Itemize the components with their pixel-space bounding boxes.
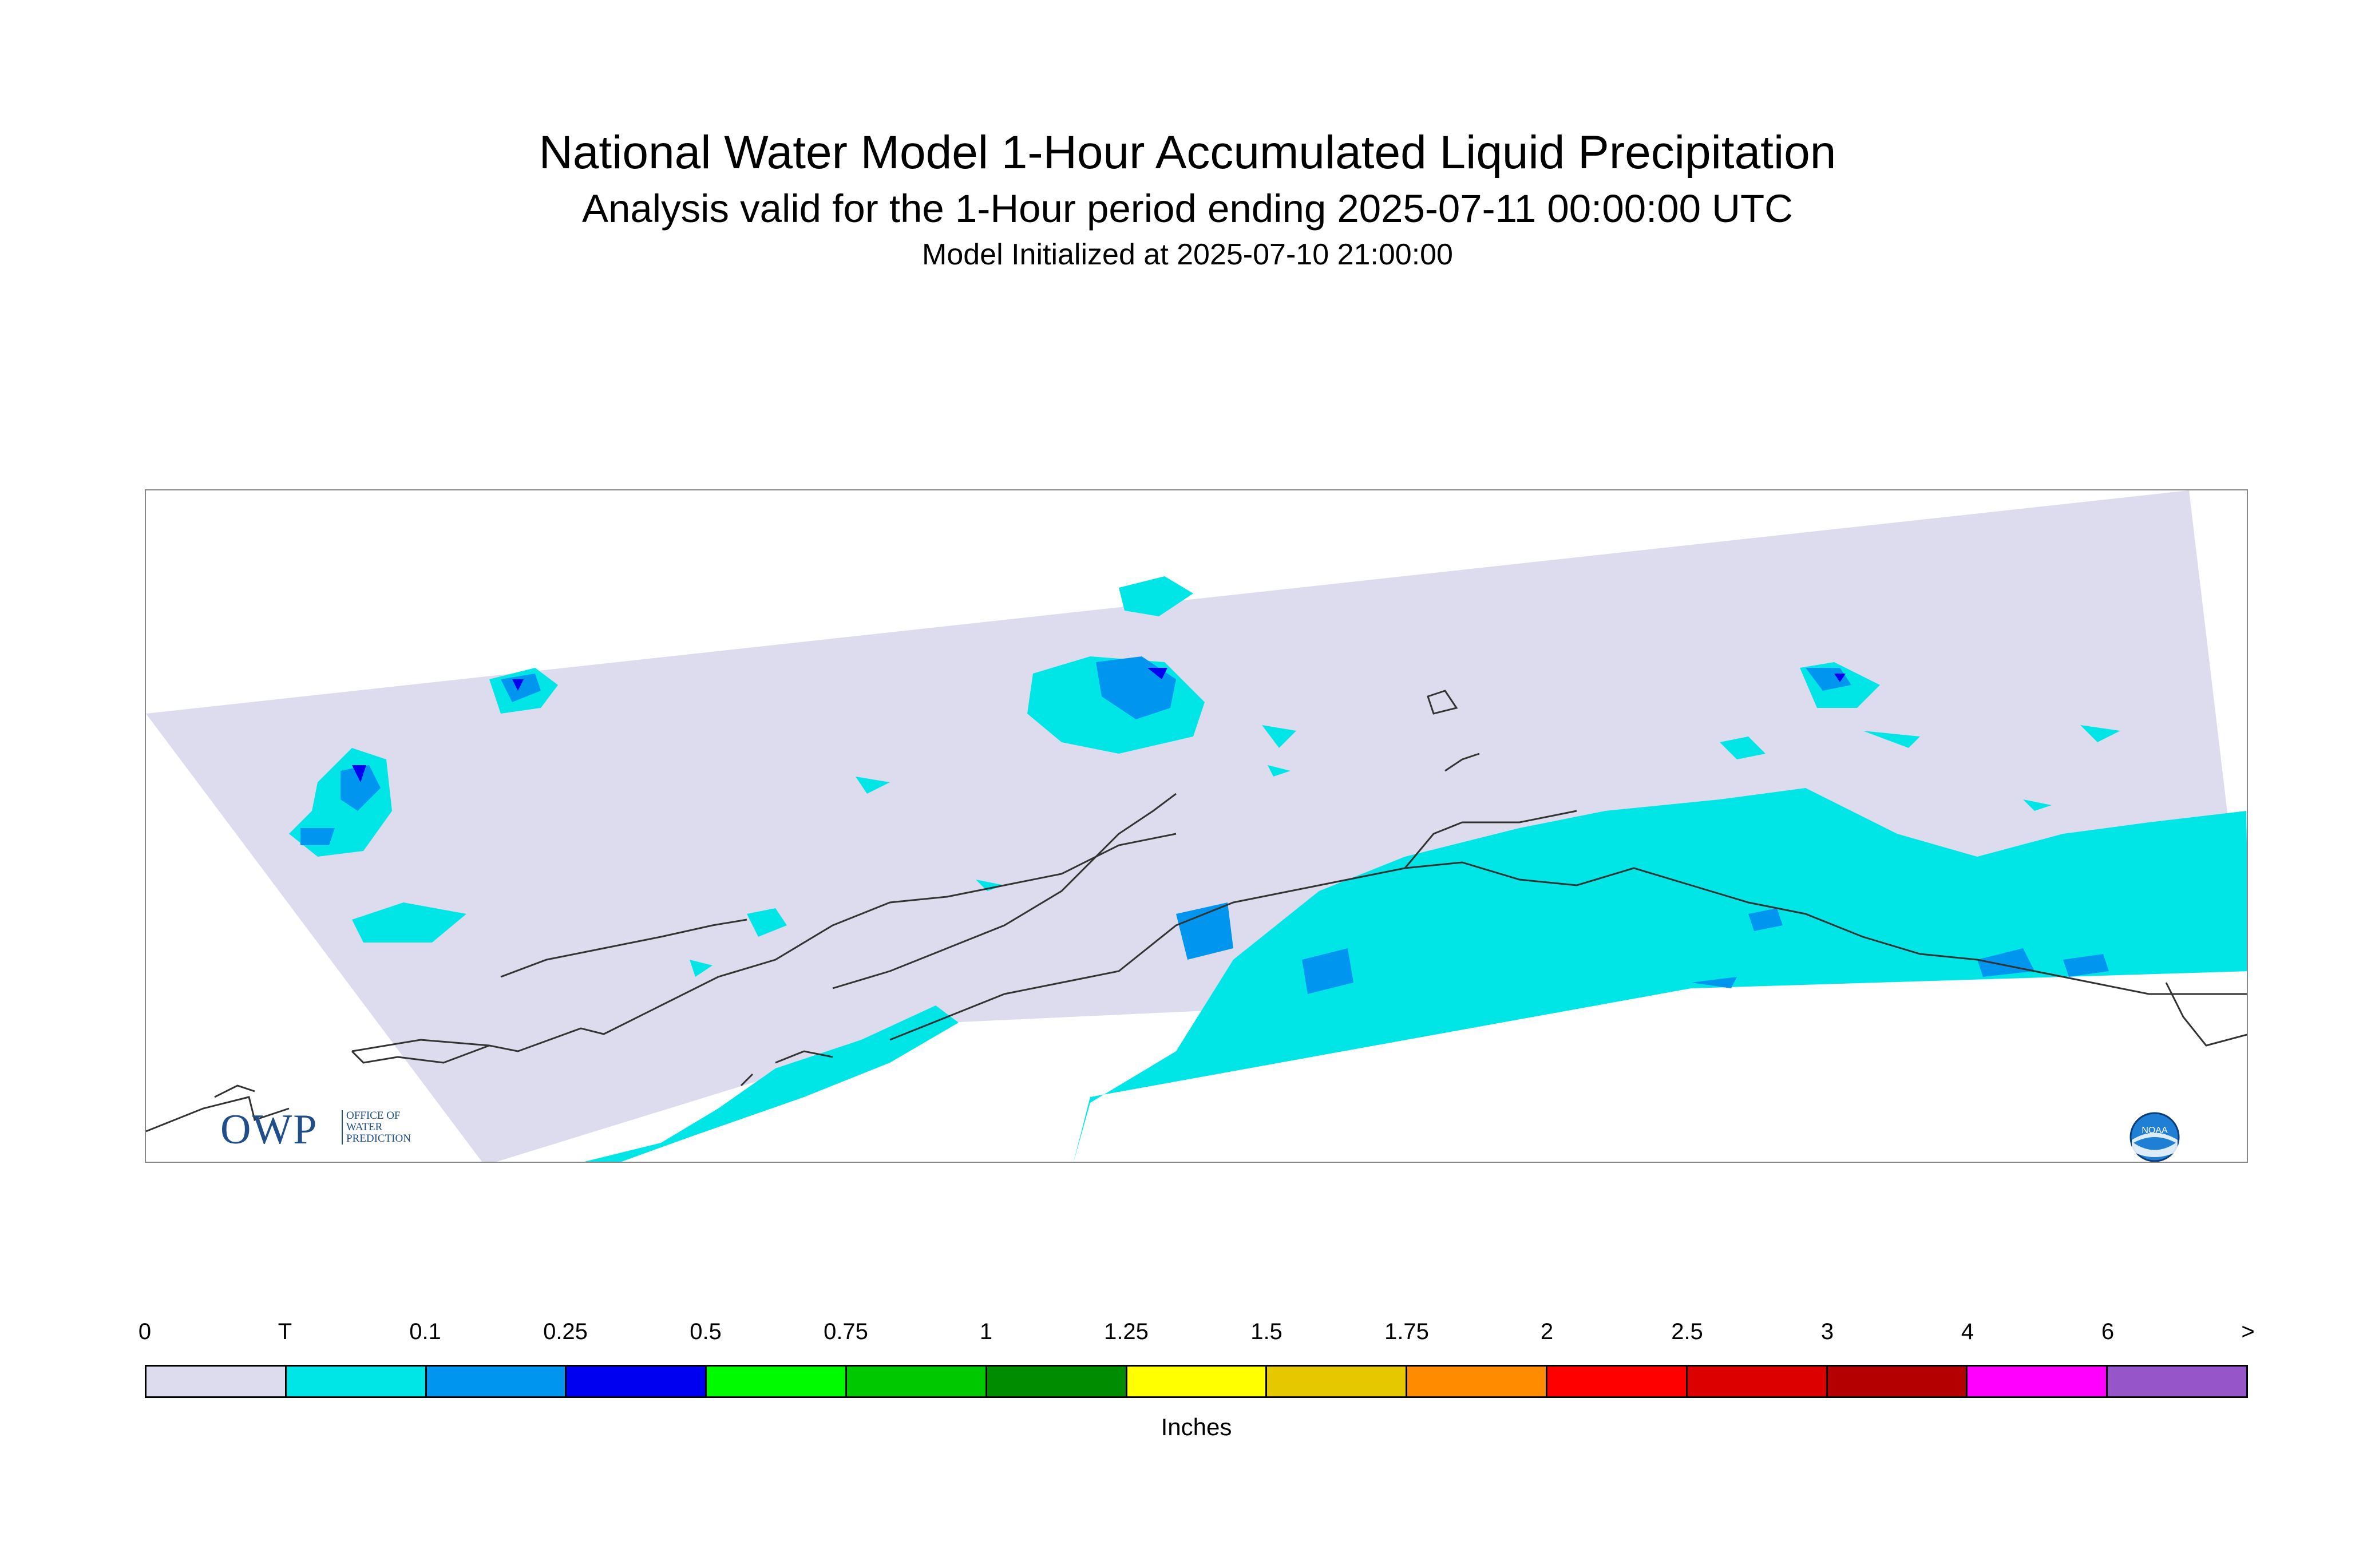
model-init-label: Model Initialized at 2025-07-10 21:00:00 (922, 238, 1453, 271)
blue-precip-cores (352, 668, 1846, 782)
legend-tick-label: 1.25 (1104, 1319, 1149, 1344)
legend-swatch (1407, 1367, 1547, 1396)
page-subtitle: Analysis valid for the 1-Hour period end… (582, 187, 1793, 231)
legend-tick-label: 3 (1820, 1319, 1834, 1344)
legend-tick-label: 2 (1540, 1319, 1554, 1344)
legend-swatch (2108, 1367, 2246, 1396)
legend-swatch (567, 1367, 707, 1396)
legend-swatch (1547, 1367, 1688, 1396)
owp-caption-line1: OFFICE OF (346, 1110, 401, 1122)
legend-swatch (987, 1367, 1127, 1396)
owp-logo-caption: OFFICE OF WATER PREDICTION (342, 1110, 411, 1145)
light-blue-precip-areas (300, 656, 2109, 994)
colorbar (145, 1365, 2248, 1398)
legend-tick-label: 0.25 (543, 1319, 588, 1344)
legend-swatch (1968, 1367, 2108, 1396)
legend-tick-label: 1.75 (1384, 1319, 1429, 1344)
legend-tick-label: T (278, 1319, 292, 1344)
legend-tick-label: 2.5 (1671, 1319, 1703, 1344)
legend-tick-label: 0.75 (824, 1319, 868, 1344)
legend-tick-label: 6 (2101, 1319, 2115, 1344)
noaa-logo-text: NOAA (2142, 1126, 2168, 1135)
owp-logo-text: OWP (220, 1106, 318, 1153)
legend-tick-label: 0.1 (409, 1319, 441, 1344)
model-domain (146, 490, 2246, 1162)
legend-tick-label: 1 (979, 1319, 993, 1344)
legend-tick-label: > (2241, 1319, 2255, 1344)
legend-swatch (707, 1367, 847, 1396)
legend-swatch (1827, 1367, 1968, 1396)
legend-tick-label: 0.5 (690, 1319, 722, 1344)
legend-swatch (1267, 1367, 1408, 1396)
legend-tick-label: 4 (1961, 1319, 1974, 1344)
legend-swatch (846, 1367, 987, 1396)
legend-tick-label: 1.5 (1250, 1319, 1282, 1344)
legend-units-label: Inches (1161, 1413, 1232, 1440)
legend-swatch (1687, 1367, 1828, 1396)
map-canvas (146, 490, 2247, 1162)
noaa-logo: NOAA (2129, 1112, 2180, 1162)
owp-caption-line2: WATER (346, 1121, 383, 1133)
precipitation-map: OWP OFFICE OF WATER PREDICTION NOAA (145, 489, 2248, 1163)
legend-swatch (286, 1367, 427, 1396)
color-legend: 0 T 0.1 0.25 0.5 0.75 1 1.25 1.5 1.75 2 2.5 3 4 6 > (138, 1319, 2255, 1411)
page-title: National Water Model 1-Hour Accumulated … (539, 126, 1836, 179)
legend-swatch (147, 1367, 287, 1396)
owp-logo: OWP OFFICE OF WATER PREDICTION (220, 1106, 438, 1157)
coastlines (146, 690, 2247, 1133)
legend-swatch (1127, 1367, 1268, 1396)
owp-caption-line3: PREDICTION (346, 1133, 411, 1145)
legend-tick-label: 0 (138, 1319, 152, 1344)
legend-swatch (426, 1367, 567, 1396)
